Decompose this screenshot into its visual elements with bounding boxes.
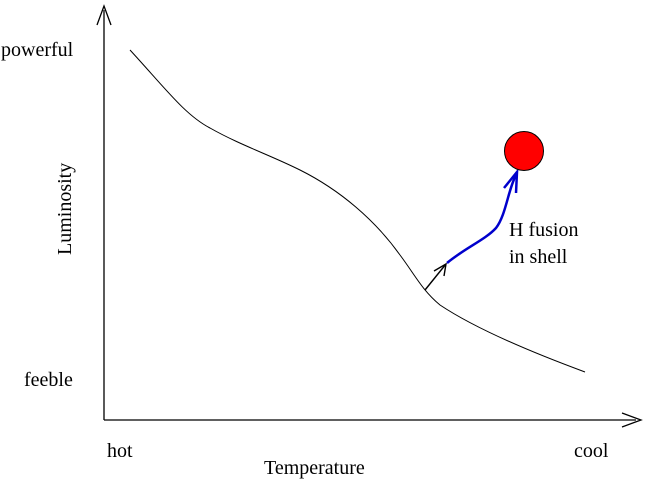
y-low-label: feeble — [24, 369, 73, 391]
y-high-label: powerful — [1, 39, 74, 61]
shell-fusion-track — [446, 174, 518, 264]
shell-fusion-arrowhead — [503, 168, 519, 194]
x-axis-arrowhead — [621, 412, 643, 428]
main-sequence-curve — [129, 49, 586, 373]
x-high-label: cool — [574, 440, 609, 462]
turnoff-arrowhead — [433, 262, 447, 277]
red-giant-star — [504, 131, 544, 171]
x-axis-title: Temperature — [264, 457, 365, 479]
annotation-line-1: H fusion — [509, 219, 578, 241]
x-low-label: hot — [107, 440, 133, 462]
annotation-line-2: in shell — [509, 246, 568, 268]
turnoff-arrow-line — [424, 263, 447, 291]
y-axis-arrowhead — [96, 4, 112, 26]
y-axis-title: Luminosity — [54, 163, 76, 255]
